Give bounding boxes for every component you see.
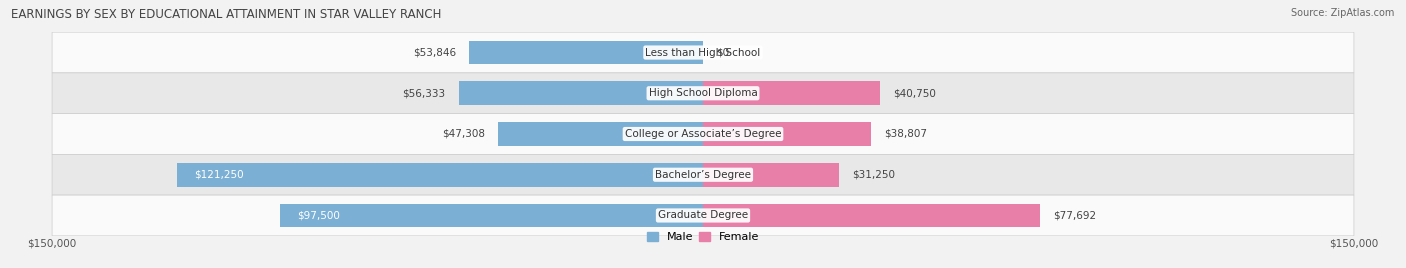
Bar	[703, 163, 838, 187]
FancyBboxPatch shape	[52, 114, 1354, 154]
Text: $0: $0	[716, 47, 730, 58]
Text: $121,250: $121,250	[194, 170, 243, 180]
Bar	[280, 204, 703, 227]
FancyBboxPatch shape	[52, 32, 1354, 73]
Bar	[703, 122, 872, 146]
Text: $40,750: $40,750	[893, 88, 936, 98]
Text: $38,807: $38,807	[884, 129, 928, 139]
Text: High School Diploma: High School Diploma	[648, 88, 758, 98]
Text: $56,333: $56,333	[402, 88, 446, 98]
Text: $77,692: $77,692	[1053, 210, 1097, 221]
Bar	[458, 81, 703, 105]
Text: $47,308: $47,308	[441, 129, 485, 139]
FancyBboxPatch shape	[52, 195, 1354, 236]
Bar	[703, 81, 880, 105]
Bar	[177, 163, 703, 187]
Text: $53,846: $53,846	[413, 47, 457, 58]
Bar	[703, 204, 1040, 227]
Bar	[498, 122, 703, 146]
Text: Source: ZipAtlas.com: Source: ZipAtlas.com	[1291, 8, 1395, 18]
Text: $31,250: $31,250	[852, 170, 894, 180]
Text: College or Associate’s Degree: College or Associate’s Degree	[624, 129, 782, 139]
Text: Bachelor’s Degree: Bachelor’s Degree	[655, 170, 751, 180]
FancyBboxPatch shape	[52, 73, 1354, 114]
FancyBboxPatch shape	[52, 154, 1354, 195]
Text: Less than High School: Less than High School	[645, 47, 761, 58]
Bar	[470, 41, 703, 64]
Text: EARNINGS BY SEX BY EDUCATIONAL ATTAINMENT IN STAR VALLEY RANCH: EARNINGS BY SEX BY EDUCATIONAL ATTAINMEN…	[11, 8, 441, 21]
Text: Graduate Degree: Graduate Degree	[658, 210, 748, 221]
Legend: Male, Female: Male, Female	[643, 227, 763, 247]
Text: $97,500: $97,500	[297, 210, 340, 221]
